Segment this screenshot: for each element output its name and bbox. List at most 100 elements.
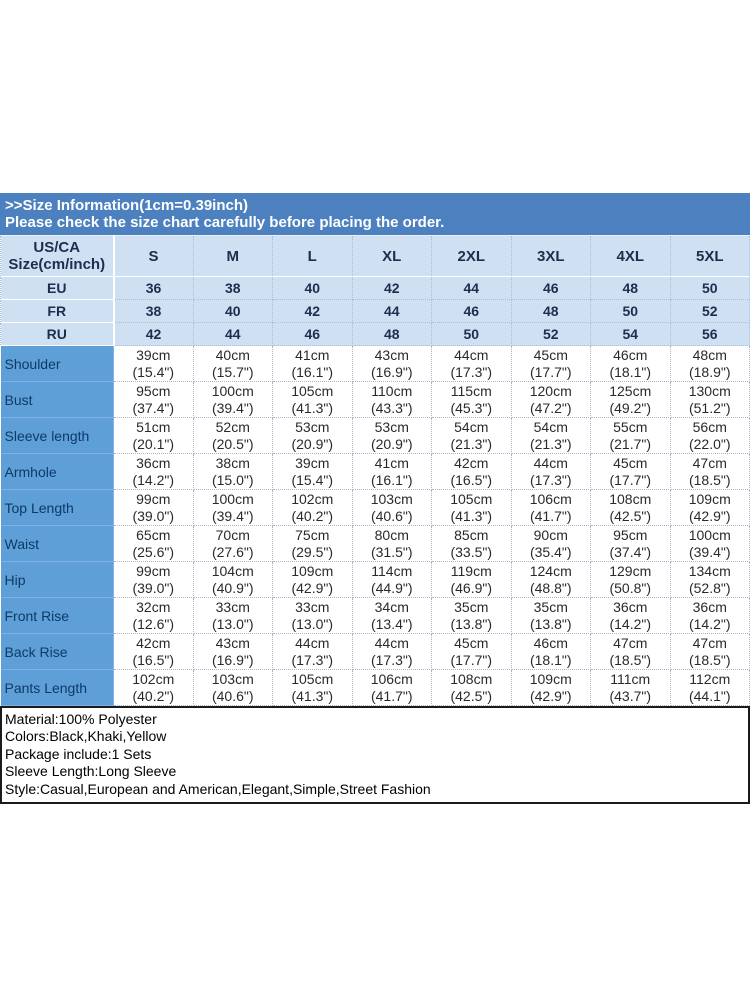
measurement-cell: 114cm (44.9") (351, 561, 432, 598)
measurement-cell: 106cm (41.7") (510, 489, 591, 526)
cm-value: 100cm (688, 526, 731, 543)
inch-value: (16.1") (370, 471, 413, 488)
inch-value: (17.3") (450, 363, 493, 380)
corner-header: US/CA Size(cm/inch) (0, 235, 115, 277)
cm-value: 106cm (370, 670, 413, 687)
column-header-row: US/CA Size(cm/inch) S M L XL 2XL 3XL 4XL 5XL (0, 235, 750, 277)
region-size-cell: 48 (351, 322, 432, 346)
region-size-cell: 48 (510, 299, 591, 323)
region-size-cell: 42 (272, 299, 353, 323)
measurement-cell: 52cm (20.5") (192, 417, 273, 454)
measurement-cell: 90cm (35.4") (510, 525, 591, 562)
inch-value: (25.6") (132, 543, 175, 560)
cm-value: 45cm (533, 346, 568, 363)
inch-value: (41.3") (291, 399, 334, 416)
measurement-row: Waist 65cm (25.6") 70cm (27.6") 75cm (29.5") 80… (0, 525, 750, 562)
cm-value: 35cm (454, 598, 489, 615)
size-info-header: >>Size Information(1cm=0.39inch) Please … (0, 193, 750, 235)
measurement-cell: 53cm (20.9") (351, 417, 432, 454)
inch-value: (17.7") (450, 651, 493, 668)
cm-value: 105cm (291, 670, 334, 687)
cm-value: 109cm (688, 490, 731, 507)
size-info-subtitle: Please check the size chart carefully be… (5, 214, 445, 231)
measurement-label: Front Rise (0, 597, 114, 634)
cm-value: 110cm (371, 382, 413, 399)
region-size-cell: 46 (272, 322, 353, 346)
measurement-cell: 111cm (43.7") (590, 669, 671, 706)
inch-value: (40.6") (211, 687, 254, 704)
measurement-cell: 99cm (39.0") (113, 489, 194, 526)
inch-value: (21.7") (609, 435, 652, 452)
inch-value: (20.9") (370, 435, 413, 452)
size-column-header: 4XL (590, 235, 671, 277)
cm-value: 44cm (295, 634, 330, 651)
measurement-row: Armhole 36cm (14.2") 38cm (15.0") 39cm (15.4")… (0, 453, 750, 490)
measurement-cell: 105cm (41.3") (431, 489, 512, 526)
measurement-row: Hip 99cm (39.0") 104cm (40.9") 109cm (42.9") 11… (0, 561, 750, 598)
inch-value: (51.2") (688, 399, 731, 416)
measurement-cell: 42cm (16.5") (113, 633, 194, 670)
cm-value: 33cm (295, 598, 330, 615)
measurement-cell: 105cm (41.3") (272, 669, 353, 706)
inch-value: (27.6") (211, 543, 254, 560)
inch-value: (18.1") (609, 363, 652, 380)
info-line: Package include:1 Sets (5, 745, 152, 762)
cm-value: 34cm (374, 598, 409, 615)
cm-value: 90cm (533, 526, 568, 543)
region-size-cell: 38 (192, 276, 273, 300)
cm-value: 42cm (454, 454, 489, 471)
measurement-cell: 33cm (13.0") (192, 597, 273, 634)
inch-value: (13.0") (291, 615, 334, 632)
measurement-cell: 85cm (33.5") (431, 525, 512, 562)
measurement-row: Sleeve length 51cm (20.1") 52cm (20.5") 53cm(… (0, 417, 750, 454)
cm-value: 114cm (371, 562, 413, 579)
size-column-header: M (192, 235, 273, 277)
region-label: FR (0, 299, 115, 323)
cm-value: 40cm (215, 346, 250, 363)
inch-value: (17.3") (529, 471, 572, 488)
measurement-cell: 47cm (18.5") (669, 633, 750, 670)
inch-value: (20.1") (132, 435, 175, 452)
region-row: EU 36 38 40 42 44 46 48 50 (0, 276, 750, 300)
measurement-cell: 39cm (15.4") (272, 453, 353, 490)
cm-value: 115cm (450, 382, 492, 399)
cm-value: 102cm (291, 490, 334, 507)
measurement-label: Pants Length (0, 669, 114, 706)
size-column-header: XL (351, 235, 432, 277)
measurement-cell: 42cm (16.5") (431, 453, 512, 490)
measurement-label: Bust (0, 381, 114, 418)
measurement-cell: 46cm (18.1") (590, 345, 671, 382)
measurement-cell: 134cm (52.8") (669, 561, 750, 598)
cm-value: 106cm (529, 490, 572, 507)
inch-value: (18.5") (609, 651, 652, 668)
cm-value: 120cm (529, 382, 572, 399)
measurement-cell: 115cm (45.3") (431, 381, 512, 418)
cm-value: 103cm (370, 490, 413, 507)
cm-value: 46cm (533, 634, 568, 651)
measurement-cell: 108cm (42.5") (431, 669, 512, 706)
measurement-cell: 41cm (16.1") (351, 453, 432, 490)
cm-value: 47cm (692, 634, 727, 651)
measurement-row: Top Length 99cm (39.0") 100cm (39.4") 102cm (4… (0, 489, 750, 526)
inch-value: (39.4") (688, 543, 731, 560)
inch-value: (42.9") (291, 579, 334, 596)
measurement-cell: 110cm (43.3") (351, 381, 432, 418)
inch-value: (43.3") (370, 399, 413, 416)
inch-value: (45.3") (450, 399, 493, 416)
region-size-cell: 52 (669, 299, 750, 323)
measurement-cell: 95cm (37.4") (590, 525, 671, 562)
inch-value: (41.3") (450, 507, 493, 524)
inch-value: (41.7") (370, 687, 413, 704)
cm-value: 111cm (610, 670, 651, 687)
region-size-cell: 54 (590, 322, 671, 346)
size-column-header: 5XL (669, 235, 750, 277)
info-line: Style:Casual,European and American,Elega… (5, 780, 431, 797)
measurement-cell: 44cm (17.3") (510, 453, 591, 490)
measurement-cell: 47cm (18.5") (669, 453, 750, 490)
cm-value: 95cm (136, 382, 171, 399)
cm-value: 42cm (136, 634, 171, 651)
size-table: US/CA Size(cm/inch) S M L XL 2XL 3XL 4XL 5XL EU 36… (0, 235, 750, 706)
region-size-cell: 46 (510, 276, 591, 300)
measurement-cell: 102cm (40.2") (272, 489, 353, 526)
measurement-cell: 100cm (39.4") (192, 489, 273, 526)
